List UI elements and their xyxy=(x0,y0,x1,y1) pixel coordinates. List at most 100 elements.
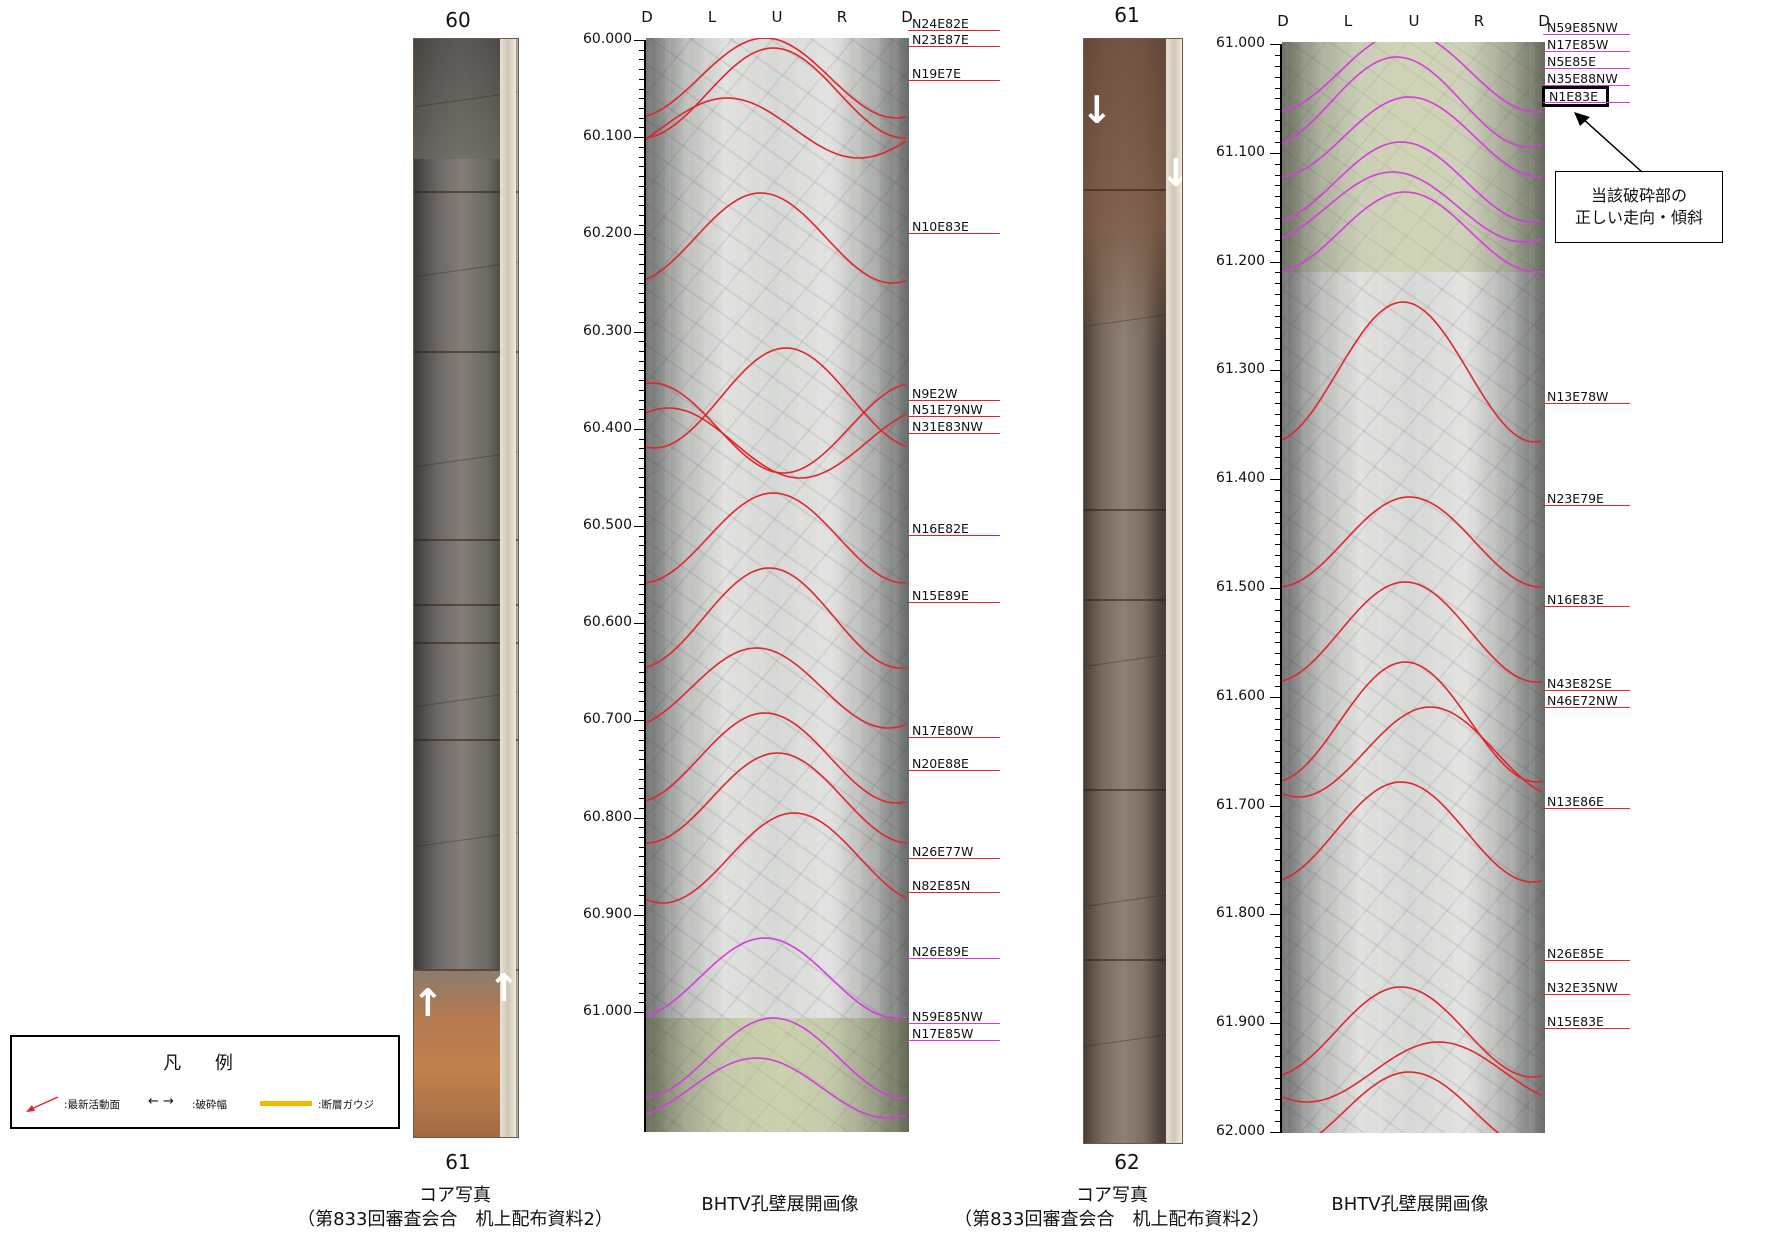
depth-tick-minor xyxy=(639,176,644,178)
fracture-label: N15E83E xyxy=(1547,1014,1604,1029)
fracture-label: N23E79E xyxy=(1547,491,1604,506)
depth-tick-minor xyxy=(639,292,644,294)
depth-tick-minor xyxy=(1275,707,1280,709)
depth-tick-major xyxy=(634,720,644,722)
depth-tick-minor xyxy=(1275,294,1280,296)
depth-tick-major xyxy=(634,428,644,430)
core-caption-source: （第833回審査会合 机上配布資料2） xyxy=(954,1209,1270,1230)
depth-tick-minor xyxy=(639,477,644,479)
depth-tick-minor xyxy=(639,205,644,207)
depth-tick-minor xyxy=(1275,1012,1280,1014)
legend-label-latest-slip: :最新活動面 xyxy=(64,1099,121,1111)
callout-arrow xyxy=(1574,112,1643,173)
depth-tick-minor xyxy=(639,283,644,284)
core-top-number-1: 60 xyxy=(445,8,471,32)
depth-tick-minor xyxy=(1275,925,1280,927)
depth-tick-minor xyxy=(1275,1099,1280,1101)
bhtv-image-1 xyxy=(646,38,909,1132)
depth-tick-minor xyxy=(639,146,644,148)
depth-label: 62.000 xyxy=(1216,1123,1265,1139)
depth-tick-minor xyxy=(639,341,644,343)
fracture-trace xyxy=(646,97,907,159)
depth-tick-minor xyxy=(639,302,644,304)
depth-tick-minor xyxy=(1275,446,1280,448)
depth-tick-minor xyxy=(639,594,644,596)
depth-tick-minor xyxy=(1275,892,1280,894)
depth-tick-major xyxy=(634,623,644,625)
depth-tick-minor xyxy=(1275,250,1280,252)
depth-label: 60.800 xyxy=(583,808,632,825)
fracture-trace xyxy=(646,1017,907,1099)
depth-tick-minor xyxy=(1275,403,1280,405)
depth-tick-minor xyxy=(1275,218,1280,220)
depth-tick-minor xyxy=(1275,1066,1280,1068)
depth-tick-minor xyxy=(639,895,644,897)
fracture-trace xyxy=(1282,496,1543,588)
fracture-trace xyxy=(1282,141,1543,223)
fracture-trace xyxy=(1282,42,1543,113)
double-arrow-icon: ← → xyxy=(148,1094,174,1109)
depth-tick-major xyxy=(634,331,644,333)
depth-label: 60.900 xyxy=(583,905,632,922)
depth-tick-minor xyxy=(639,108,644,110)
depth-tick-minor xyxy=(639,973,644,975)
fracture-trace xyxy=(1319,1071,1500,1133)
depth-tick-minor xyxy=(639,905,644,907)
depth-tick-minor xyxy=(639,846,644,848)
fracture-label: N13E86E xyxy=(1547,794,1604,809)
depth-tick-minor xyxy=(639,185,644,187)
depth-tick-major xyxy=(634,526,644,527)
depth-tick-minor xyxy=(639,545,644,547)
depth-tick-minor xyxy=(1275,860,1280,861)
depth-tick-minor xyxy=(1275,555,1280,557)
fracture-label: N82E85N xyxy=(912,878,971,893)
up-arrow-icon: ↑ xyxy=(488,966,519,1010)
bhtv-caption-1: BHTV孔壁展開画像 xyxy=(701,1194,859,1215)
depth-tick-major xyxy=(1270,44,1280,45)
depth-tick-minor xyxy=(1275,740,1280,742)
core-top-number-2: 61 xyxy=(1114,3,1140,27)
fracture-trace xyxy=(1282,1041,1543,1103)
depth-tick-minor xyxy=(639,730,644,732)
direction-label-u: U xyxy=(1408,12,1420,30)
depth-tick-minor xyxy=(639,934,644,936)
depth-tick-minor xyxy=(1275,990,1280,992)
depth-tick-minor xyxy=(1275,196,1280,198)
depth-tick-minor xyxy=(639,710,644,712)
fracture-trace xyxy=(646,712,907,804)
depth-tick-minor xyxy=(1275,457,1280,459)
depth-label: 61.900 xyxy=(1216,1014,1265,1031)
fracture-label: N17E85W xyxy=(1547,37,1609,52)
depth-tick-minor xyxy=(1275,490,1280,492)
depth-tick-minor xyxy=(1275,816,1280,818)
depth-tick-minor xyxy=(1275,185,1280,187)
up-arrow-icon: ↑ xyxy=(413,981,444,1025)
depth-label: 61.400 xyxy=(1216,470,1265,487)
fracture-leader-line xyxy=(908,1023,1000,1024)
down-arrow-icon: ↓ xyxy=(1083,88,1113,132)
depth-tick-minor xyxy=(639,749,644,751)
fracture-label: N59E85NW xyxy=(1547,20,1618,35)
depth-tick-minor xyxy=(1275,511,1280,513)
fracture-leader-line xyxy=(908,30,1000,31)
fracture-label: N26E85E xyxy=(1547,946,1604,961)
depth-tick-major xyxy=(634,817,644,819)
depth-tick-minor xyxy=(639,98,644,100)
depth-tick-minor xyxy=(639,778,644,780)
depth-tick-minor xyxy=(1275,620,1280,622)
depth-tick-minor xyxy=(639,360,644,362)
depth-tick-minor xyxy=(639,506,644,508)
depth-tick-minor xyxy=(1275,120,1280,122)
fracture-label: N26E77W xyxy=(912,844,974,859)
fracture-trace xyxy=(646,38,907,119)
depth-tick-major xyxy=(634,1012,644,1013)
depth-tick-major xyxy=(1270,1132,1280,1133)
depth-label: 61.100 xyxy=(1216,143,1265,160)
fracture-label: N17E85W xyxy=(912,1026,974,1041)
callout-line-1: 当該破砕部の xyxy=(1590,186,1687,205)
depth-tick-minor xyxy=(639,982,644,984)
depth-tick-minor xyxy=(639,642,644,644)
fracture-leader-line xyxy=(908,535,1000,536)
depth-tick-minor xyxy=(639,555,644,557)
depth-tick-minor xyxy=(1275,174,1280,176)
